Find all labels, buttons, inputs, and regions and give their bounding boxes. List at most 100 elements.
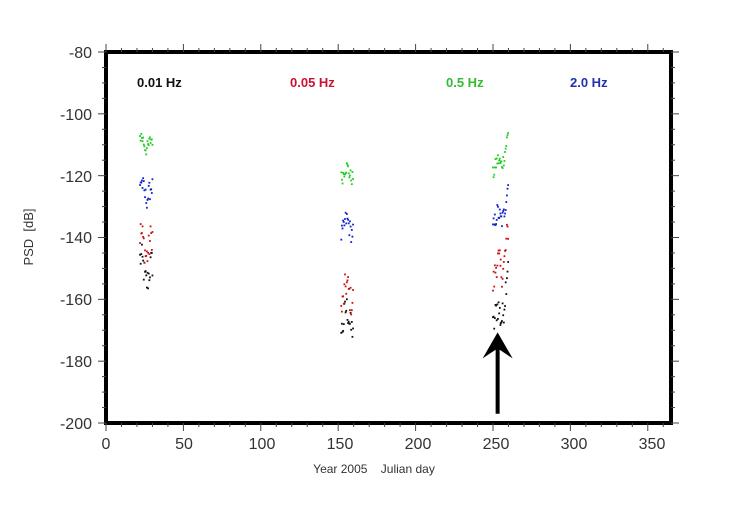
data-point — [350, 309, 353, 312]
data-point — [141, 225, 144, 228]
data-point — [501, 166, 503, 168]
data-point — [506, 136, 508, 139]
data-point — [149, 240, 151, 242]
data-point — [505, 201, 508, 203]
data-point — [140, 132, 143, 135]
data-point — [346, 163, 349, 166]
data-point — [498, 249, 501, 252]
data-point — [141, 179, 143, 182]
data-point — [145, 286, 148, 289]
data-point — [499, 264, 502, 267]
data-point — [345, 222, 348, 225]
data-point — [504, 147, 507, 150]
data-point — [346, 279, 349, 282]
data-point — [142, 180, 145, 183]
data-point — [342, 173, 345, 176]
data-point — [504, 151, 506, 153]
data-point — [147, 197, 150, 200]
data-point — [351, 301, 354, 304]
data-point — [149, 225, 152, 228]
data-point — [148, 137, 151, 140]
data-point — [146, 271, 149, 274]
data-point — [492, 270, 495, 273]
y-tick-label: -180 — [60, 354, 92, 371]
data-point — [148, 181, 151, 184]
data-point — [150, 188, 153, 191]
data-point — [343, 283, 346, 286]
data-point — [347, 322, 349, 324]
data-point — [141, 187, 144, 189]
data-point — [497, 252, 499, 255]
data-point — [496, 303, 499, 306]
legend-label-0.05hz: 0.05 Hz — [290, 75, 335, 90]
data-point — [501, 285, 503, 288]
data-point — [502, 156, 505, 158]
data-point — [150, 192, 153, 194]
data-points — [139, 132, 510, 338]
data-point — [501, 302, 504, 305]
data-point — [505, 145, 508, 147]
data-point — [499, 162, 502, 164]
legend: 0.01 Hz 0.05 Hz 0.5 Hz 2.0 Hz — [137, 75, 608, 90]
data-point — [342, 221, 345, 223]
data-point — [504, 249, 507, 251]
data-point — [349, 309, 351, 312]
data-point — [493, 173, 496, 176]
data-point — [340, 331, 343, 334]
data-point — [143, 189, 146, 192]
data-point — [499, 258, 502, 261]
data-point — [345, 171, 348, 174]
data-point — [342, 323, 345, 326]
x-tick-label: 350 — [639, 436, 666, 453]
data-point — [502, 261, 505, 263]
data-point — [345, 281, 348, 284]
data-point — [151, 178, 154, 181]
data-point — [492, 315, 495, 318]
data-point — [350, 328, 353, 331]
data-point — [507, 184, 510, 187]
data-point — [495, 157, 498, 160]
data-point — [506, 223, 508, 226]
data-point — [151, 274, 154, 277]
data-point — [497, 249, 500, 252]
data-point — [350, 229, 353, 231]
data-point — [340, 305, 343, 307]
data-point — [145, 153, 148, 156]
data-point — [344, 211, 347, 214]
data-point — [347, 172, 350, 175]
data-point — [498, 306, 501, 309]
data-point — [147, 272, 150, 275]
data-point — [347, 276, 349, 278]
data-point — [498, 159, 501, 162]
data-point — [349, 311, 352, 314]
y-tick-label: -160 — [60, 292, 92, 309]
data-point — [140, 181, 143, 184]
data-point — [350, 321, 353, 323]
data-point — [497, 318, 499, 320]
data-point — [344, 218, 346, 220]
data-point — [349, 225, 352, 228]
data-point — [139, 184, 141, 186]
data-point — [349, 169, 352, 172]
data-point — [344, 273, 346, 276]
data-point — [344, 285, 347, 288]
data-point — [342, 302, 345, 305]
data-point — [341, 182, 344, 185]
data-point — [149, 136, 151, 139]
data-point — [495, 166, 497, 169]
data-point — [150, 249, 153, 251]
data-point — [352, 178, 354, 180]
data-point — [144, 196, 146, 199]
data-point — [497, 162, 500, 165]
data-point — [503, 308, 506, 311]
data-point — [492, 223, 494, 226]
data-point — [140, 253, 143, 255]
data-point — [502, 208, 505, 211]
data-point — [504, 305, 506, 307]
data-point — [493, 213, 496, 216]
data-point — [347, 320, 350, 323]
data-point — [352, 289, 354, 291]
data-point — [151, 231, 154, 233]
data-point — [501, 167, 504, 169]
